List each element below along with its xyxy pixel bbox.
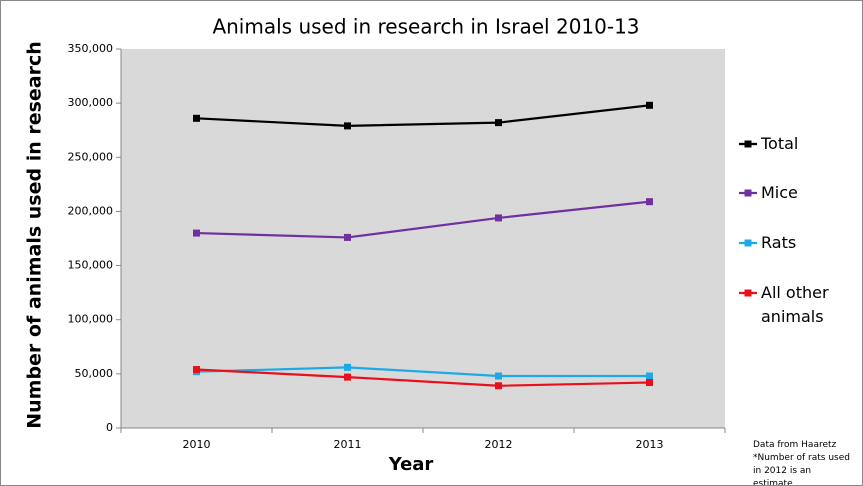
point <box>344 373 351 381</box>
point <box>495 214 502 222</box>
point <box>344 363 351 371</box>
series-line <box>196 200 650 239</box>
legend-marker <box>744 189 752 197</box>
point <box>495 119 502 127</box>
legend-marker <box>744 239 752 247</box>
legend-label: Total <box>761 134 799 153</box>
legend-label: All other animals <box>761 283 829 326</box>
legend-key <box>739 289 757 297</box>
point <box>495 382 502 390</box>
point <box>646 198 653 206</box>
note: Data from Haaretz *Number of rats used i… <box>753 439 853 486</box>
chart-title: Animals used in research in Israel 2010-… <box>212 15 639 39</box>
legend-key <box>739 239 757 247</box>
footnote: *Number of rats used in 2012 is an estim… <box>753 453 850 486</box>
x-tick-label: 2012 <box>485 438 513 451</box>
x-tick-label: 2013 <box>636 438 664 451</box>
y-tick-label: 50,000 <box>75 367 114 380</box>
point <box>646 372 653 380</box>
legend-label: Mice <box>761 183 798 202</box>
x-tick-label: 2010 <box>183 438 211 451</box>
legend-marker <box>744 140 752 148</box>
point <box>646 101 653 109</box>
y-tick-label: 0 <box>106 421 113 434</box>
legend-item: Mice <box>737 181 861 205</box>
legend-item: All other animals <box>737 281 861 329</box>
legend-item: Rats <box>737 231 861 255</box>
point <box>344 122 351 130</box>
point <box>193 229 200 237</box>
legend-key <box>739 140 757 148</box>
series-line <box>196 104 650 127</box>
series-line <box>196 366 650 378</box>
y-tick-label: 150,000 <box>68 259 114 272</box>
y-tick-label: 300,000 <box>68 96 114 109</box>
y-tick-label: 250,000 <box>68 150 114 163</box>
point <box>495 372 502 380</box>
legend-label: Rats <box>761 233 797 252</box>
x-tick-label: 2011 <box>334 438 362 451</box>
x-axis-title: Year <box>388 454 434 475</box>
point <box>193 366 200 374</box>
legend-key <box>739 189 757 197</box>
point <box>344 233 351 241</box>
y-axis-title: Number of animals used in research <box>24 41 46 429</box>
source: Data from Haaretz <box>753 440 837 450</box>
y-tick-label: 100,000 <box>68 313 114 326</box>
point <box>193 114 200 122</box>
y-tick-label: 200,000 <box>68 204 114 217</box>
y-tick-label: 350,000 <box>68 42 114 55</box>
plot-area <box>121 49 725 428</box>
legend-marker <box>744 289 752 297</box>
point <box>646 379 653 387</box>
legend-item: Total <box>737 132 861 156</box>
series-line <box>196 368 650 387</box>
